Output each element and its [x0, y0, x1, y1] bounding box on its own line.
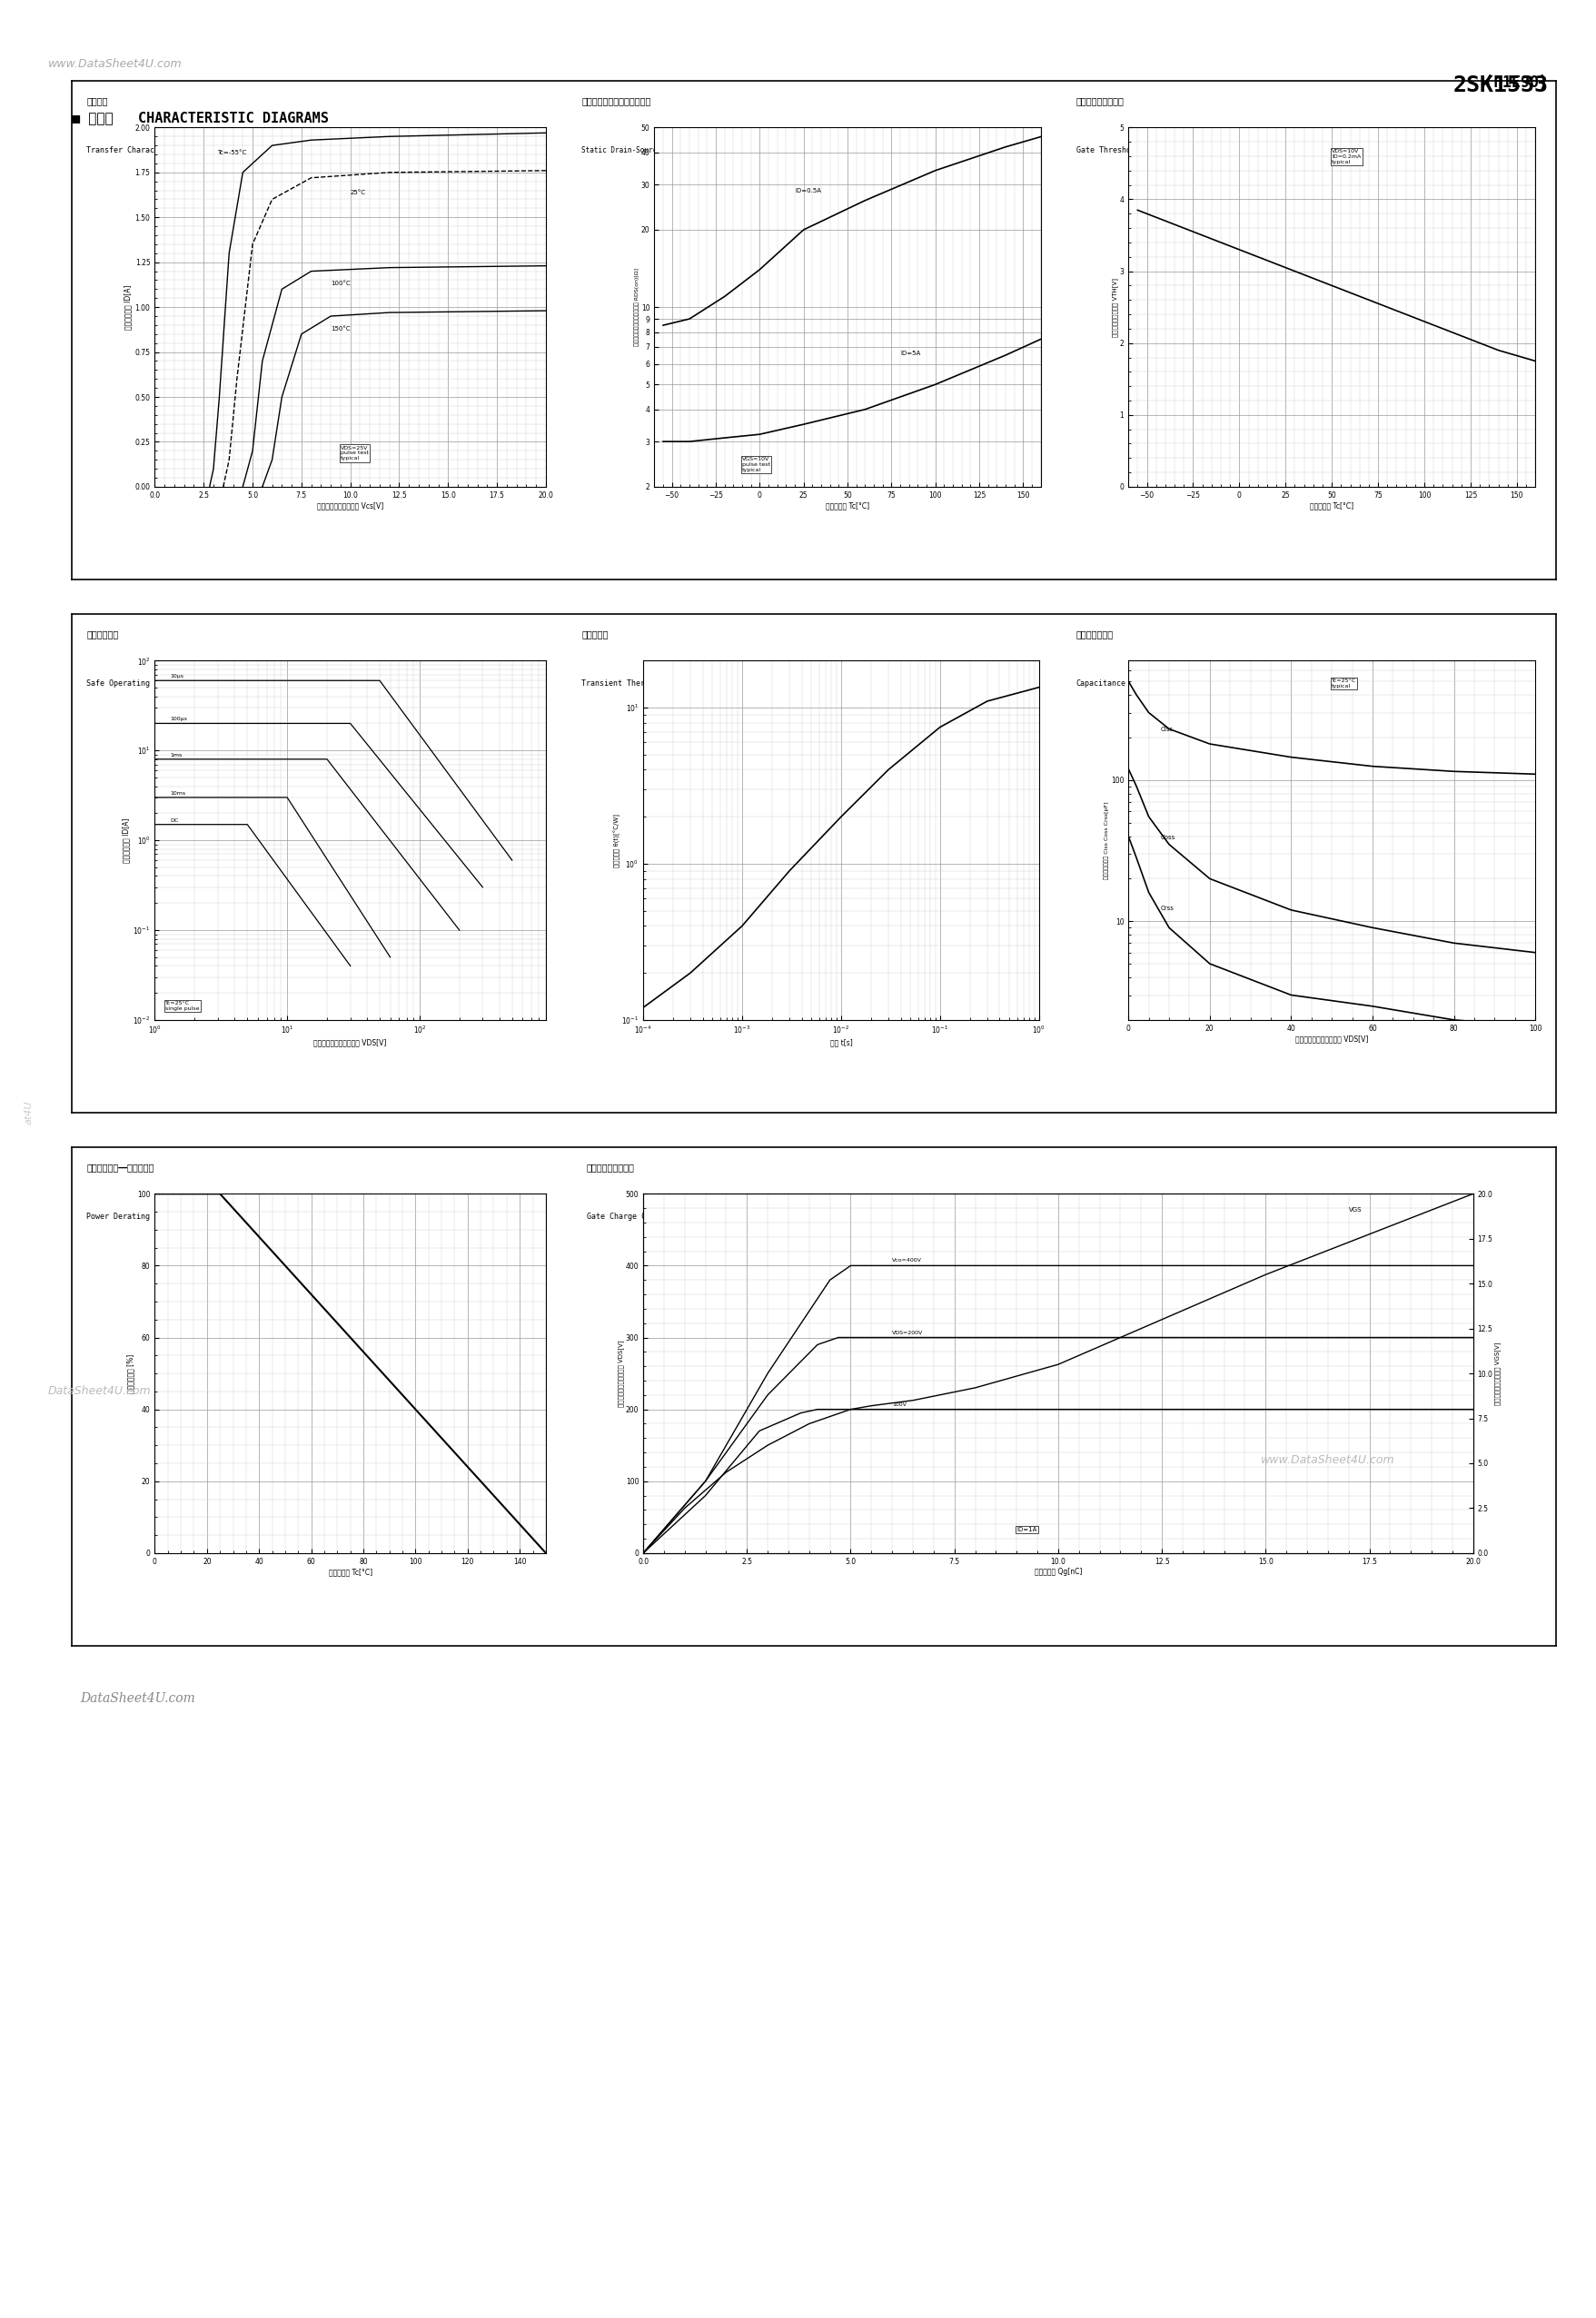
Text: www.DataSheet4U.com: www.DataSheet4U.com — [1261, 1453, 1395, 1467]
Text: Capacitance: Capacitance — [1076, 679, 1127, 686]
Text: 安全動作領域: 安全動作領域 — [86, 628, 118, 637]
Y-axis label: キャパシタンス Ciss Coss Crss[pF]: キャパシタンス Ciss Coss Crss[pF] — [1104, 802, 1109, 879]
Text: DataSheet4U.com: DataSheet4U.com — [80, 1692, 195, 1704]
Text: ゲートしきい値電圧: ゲートしきい値電圧 — [1076, 95, 1124, 104]
X-axis label: ゲート電荷 Qg[nC]: ゲート電荷 Qg[nC] — [1034, 1569, 1082, 1576]
X-axis label: ケース温度 Tc[°C]: ケース温度 Tc[°C] — [329, 1569, 372, 1576]
Text: Gate Charge Characteristics: Gate Charge Characteristics — [586, 1212, 709, 1219]
Text: 伝達特性: 伝達特性 — [86, 95, 109, 104]
Text: www.DataSheet4U.com: www.DataSheet4U.com — [48, 58, 182, 70]
Y-axis label: ドレイン・ソース間電圧 VDS[V]: ドレイン・ソース間電圧 VDS[V] — [618, 1340, 624, 1407]
Text: キャパシタンス: キャパシタンス — [1076, 628, 1114, 637]
Y-axis label: 過渡熱抗抗 θ(t)[°C/W]: 過渡熱抗抗 θ(t)[°C/W] — [613, 814, 621, 867]
Text: ID=1A: ID=1A — [1017, 1528, 1037, 1532]
Text: Static Drain-Source On-state Resistance: Static Drain-Source On-state Resistance — [581, 146, 745, 153]
Text: 全損失減少率―ケース温度: 全損失減少率―ケース温度 — [86, 1161, 155, 1171]
Text: 100°C: 100°C — [330, 280, 351, 287]
Text: Transient Thermal Impedance: Transient Thermal Impedance — [581, 679, 704, 686]
Text: 10ms: 10ms — [169, 790, 185, 795]
Y-axis label: 全損失減少率 [%]: 全損失減少率 [%] — [126, 1354, 134, 1393]
Text: Vco=400V: Vco=400V — [892, 1259, 922, 1263]
Text: Coss: Coss — [1160, 834, 1176, 839]
Y-axis label: ゲートしきい値電圧 VTH[V]: ゲートしきい値電圧 VTH[V] — [1112, 278, 1119, 336]
Text: Crss: Crss — [1160, 906, 1175, 911]
Y-axis label: ドレイン・ソース間オン抵抗 RDS(on)[Ω]: ドレイン・ソース間オン抵抗 RDS(on)[Ω] — [635, 269, 640, 345]
Text: VDS=10V
ID=0.2mA
typical: VDS=10V ID=0.2mA typical — [1331, 148, 1361, 165]
Text: Transfer Characteristics: Transfer Characteristics — [86, 146, 196, 153]
Text: VDS=200V: VDS=200V — [892, 1331, 922, 1335]
Text: (F1E90): (F1E90) — [1339, 74, 1548, 90]
Text: at4U: at4U — [24, 1101, 34, 1124]
X-axis label: 時間 t[s]: 時間 t[s] — [830, 1038, 852, 1045]
Text: Ciss: Ciss — [1160, 728, 1173, 732]
Text: DC: DC — [169, 818, 179, 823]
Text: Tc=-55°C: Tc=-55°C — [217, 151, 247, 155]
Text: 100μs: 100μs — [169, 716, 187, 721]
Text: VGS=10V
pulse test
typical: VGS=10V pulse test typical — [742, 457, 771, 473]
Text: Power Derating: Power Derating — [86, 1212, 150, 1219]
X-axis label: ケース温度 Tc[°C]: ケース温度 Tc[°C] — [1310, 503, 1353, 510]
Text: 10μs: 10μs — [169, 675, 184, 679]
X-axis label: ドレイン・ソース間電圧 VDS[V]: ドレイン・ソース間電圧 VDS[V] — [314, 1038, 386, 1045]
Text: ID=0.5A: ID=0.5A — [795, 188, 822, 192]
Text: 過渡熱抗抗: 過渡熱抗抗 — [581, 628, 608, 637]
Text: Gate Threshold Voltage: Gate Threshold Voltage — [1076, 146, 1176, 153]
Text: ドレイン・ソース間オン抵抗: ドレイン・ソース間オン抵抗 — [581, 95, 651, 104]
Text: 100V: 100V — [892, 1402, 907, 1407]
Text: Safe Operating Area: Safe Operating Area — [86, 679, 172, 686]
Text: 2SK1533: 2SK1533 — [1452, 74, 1548, 95]
Text: ID=5A: ID=5A — [900, 350, 921, 357]
Y-axis label: ドレイン電流 ID[A]: ドレイン電流 ID[A] — [124, 285, 132, 329]
Y-axis label: ゲート・ソース間電圧 VGS[V]: ゲート・ソース間電圧 VGS[V] — [1494, 1342, 1500, 1405]
Text: ■ 特性図   CHARACTERISTIC DIAGRAMS: ■ 特性図 CHARACTERISTIC DIAGRAMS — [72, 111, 329, 125]
Text: 1ms: 1ms — [169, 753, 182, 758]
Text: DataSheet4U.com: DataSheet4U.com — [48, 1384, 152, 1398]
Text: VDS=25V
pulse test
typical: VDS=25V pulse test typical — [340, 445, 369, 461]
Text: Tc=25°C
typical: Tc=25°C typical — [1331, 679, 1357, 688]
Text: 150°C: 150°C — [330, 327, 351, 331]
X-axis label: ゲート・ソース間電圧 Vcs[V]: ゲート・ソース間電圧 Vcs[V] — [318, 503, 383, 510]
X-axis label: ドレイン・ソース間電圧 VDS[V]: ドレイン・ソース間電圧 VDS[V] — [1296, 1036, 1368, 1043]
X-axis label: ケース温度 Tc[°C]: ケース温度 Tc[°C] — [825, 503, 870, 510]
Text: Tc=25°C
single pulse: Tc=25°C single pulse — [166, 1001, 200, 1011]
Text: VGS: VGS — [1349, 1208, 1361, 1212]
Text: 25°C: 25°C — [350, 190, 365, 195]
Text: ゲートチャージ特性: ゲートチャージ特性 — [586, 1161, 634, 1171]
Y-axis label: ドレイン電流 ID[A]: ドレイン電流 ID[A] — [123, 818, 131, 862]
